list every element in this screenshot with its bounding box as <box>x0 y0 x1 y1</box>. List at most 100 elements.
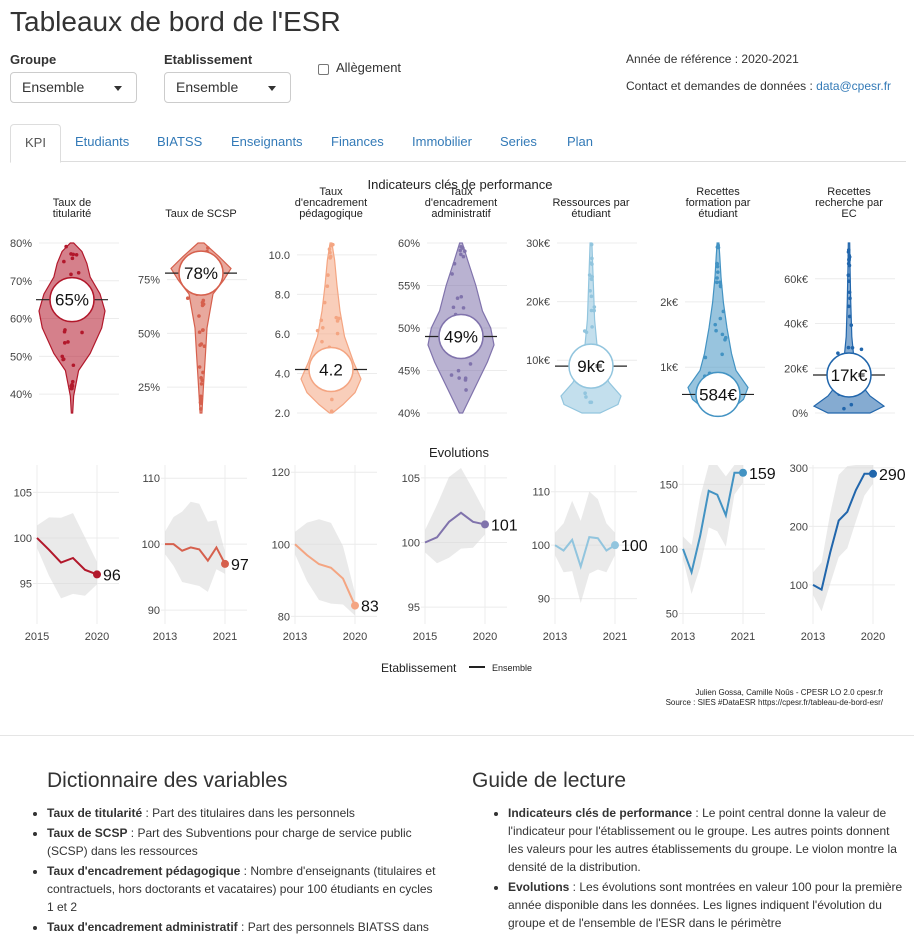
value-label: 78% <box>184 264 218 283</box>
end-label: 83 <box>361 599 379 616</box>
y-tick-label: 40% <box>398 408 420 420</box>
violin-point <box>320 339 324 344</box>
contact-line: Contact et demandes de données : data@cp… <box>626 79 891 93</box>
x-tick-label: 2015 <box>25 631 49 643</box>
list-item: Indicateurs clés de performance : Le poi… <box>508 804 907 876</box>
end-label: 290 <box>879 467 906 484</box>
tab-immobilier[interactable]: Immobilier <box>412 134 472 149</box>
violin-point <box>849 402 854 407</box>
groupe-select-value: Ensemble <box>22 79 85 95</box>
y-tick-label: 55% <box>398 281 420 293</box>
violin-point <box>715 245 720 249</box>
y-tick-label: 120 <box>272 467 290 479</box>
violin-point <box>848 296 852 301</box>
violin-point <box>461 246 465 250</box>
violin-point <box>449 373 454 377</box>
violin-point <box>70 379 75 384</box>
violin-point <box>583 391 587 396</box>
violin-point <box>199 394 203 399</box>
y-tick-label: 80% <box>10 238 32 250</box>
violin-point <box>847 253 852 258</box>
violin-title: d'encadrement <box>425 197 497 209</box>
violin-shape <box>812 242 886 414</box>
value-label: 9k€ <box>577 357 605 376</box>
y-tick-label: 10k€ <box>526 355 550 367</box>
violin-point <box>199 407 203 411</box>
y-tick-label: 110 <box>532 487 550 499</box>
end-label: 159 <box>749 466 776 483</box>
y-tick-label: 60k€ <box>784 274 808 286</box>
y-tick-label: 105 <box>402 473 420 485</box>
annee-reference: Année de référence : 2020-2021 <box>626 52 799 66</box>
y-tick-label: 95 <box>20 579 32 591</box>
violin-point <box>61 357 66 361</box>
contact-prefix: Contact et demandes de données : <box>626 79 817 93</box>
end-point <box>221 559 229 568</box>
violin-title: Taux <box>319 186 343 198</box>
violin-title: étudiant <box>698 208 737 220</box>
violin-point <box>847 290 852 295</box>
violin-point <box>846 304 851 309</box>
violin-point <box>60 354 65 359</box>
violin-point <box>62 341 67 345</box>
violin-point <box>461 306 466 310</box>
end-point <box>869 469 877 478</box>
list-item: Evolutions : Les évolutions sont montrée… <box>508 878 907 932</box>
violin-point <box>70 382 74 387</box>
y-tick-label: 100 <box>660 544 678 556</box>
violin-point <box>457 376 461 380</box>
y-tick-label: 40k€ <box>784 319 808 331</box>
tab-kpi[interactable]: KPI <box>10 124 61 163</box>
x-tick-label: 2020 <box>473 631 497 643</box>
violin-point <box>590 325 594 329</box>
tab-finances[interactable]: Finances <box>331 134 384 149</box>
contact-email-link[interactable]: data@cpesr.fr <box>816 79 892 93</box>
y-tick-label: 40% <box>10 389 32 401</box>
violin-point <box>325 284 330 289</box>
end-label: 100 <box>621 538 648 555</box>
legend-title: Etablissement <box>381 661 457 675</box>
violin-point <box>703 355 708 360</box>
y-tick-label: 100 <box>14 533 32 545</box>
y-tick-label: 60% <box>398 238 420 250</box>
tab-plan[interactable]: Plan <box>567 134 594 149</box>
tab-etudiants[interactable]: Etudiants <box>75 134 130 149</box>
violin-point <box>846 273 851 278</box>
violin-point <box>450 272 454 276</box>
violin-point <box>846 345 851 350</box>
violin-point <box>847 279 851 283</box>
groupe-select[interactable]: Ensemble <box>10 72 137 103</box>
value-bubble <box>438 313 484 360</box>
etablissement-select[interactable]: Ensemble <box>164 72 291 103</box>
violin-point <box>198 400 203 405</box>
series-line <box>294 543 356 606</box>
violin-title: Recettes <box>827 186 871 198</box>
violin-title: Recettes <box>696 186 740 198</box>
violin-point <box>592 308 596 313</box>
violin-point <box>322 300 327 305</box>
violin-point <box>459 294 464 299</box>
violin-title: d'encadrement <box>295 197 367 209</box>
violin-title: Ressources par <box>552 197 629 209</box>
violin-point <box>335 331 340 336</box>
violin-point <box>71 363 76 368</box>
x-tick-label: 2020 <box>85 631 109 643</box>
tab-series[interactable]: Series <box>500 134 537 149</box>
y-tick-label: 75% <box>138 275 160 287</box>
tab-biatss[interactable]: BIATSS <box>157 134 203 149</box>
y-tick-label: 60% <box>10 314 32 326</box>
x-tick-label: 2013 <box>543 631 567 643</box>
tab-enseignants[interactable]: Enseignants <box>231 134 303 149</box>
list-item: Taux d'encadrement administratif : Part … <box>47 918 438 936</box>
end-point <box>611 541 619 550</box>
end-point <box>93 570 101 579</box>
violin-point <box>71 252 76 257</box>
end-point <box>739 468 747 477</box>
end-point <box>481 520 489 529</box>
allegement-checkbox[interactable] <box>318 64 329 75</box>
violin-point <box>329 409 334 413</box>
envelope-band <box>165 501 225 592</box>
violin-point <box>66 340 70 344</box>
violin-point <box>80 330 84 335</box>
y-tick-label: 100 <box>532 540 550 552</box>
